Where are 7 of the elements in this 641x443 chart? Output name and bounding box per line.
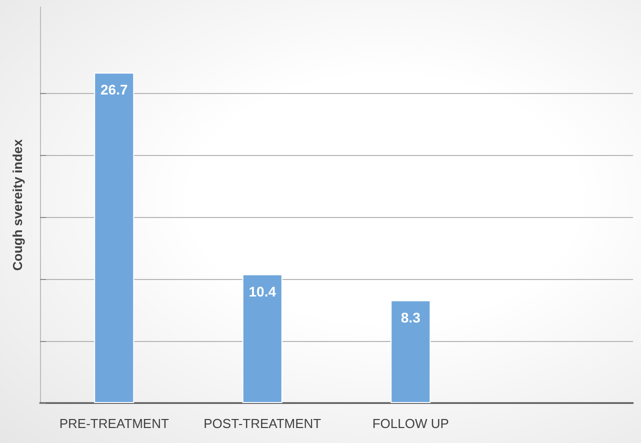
x-tick-label: POST-TREATMENT xyxy=(204,416,322,431)
data-label: 10.4 xyxy=(248,283,276,300)
y-axis-title: Cough svereity index xyxy=(10,138,25,271)
x-tick-label: FOLLOW UP xyxy=(372,416,449,431)
data-label: 8.3 xyxy=(400,309,421,326)
x-tick-label: PRE-TREATMENT xyxy=(59,416,169,431)
data-label: 26.7 xyxy=(100,82,128,98)
